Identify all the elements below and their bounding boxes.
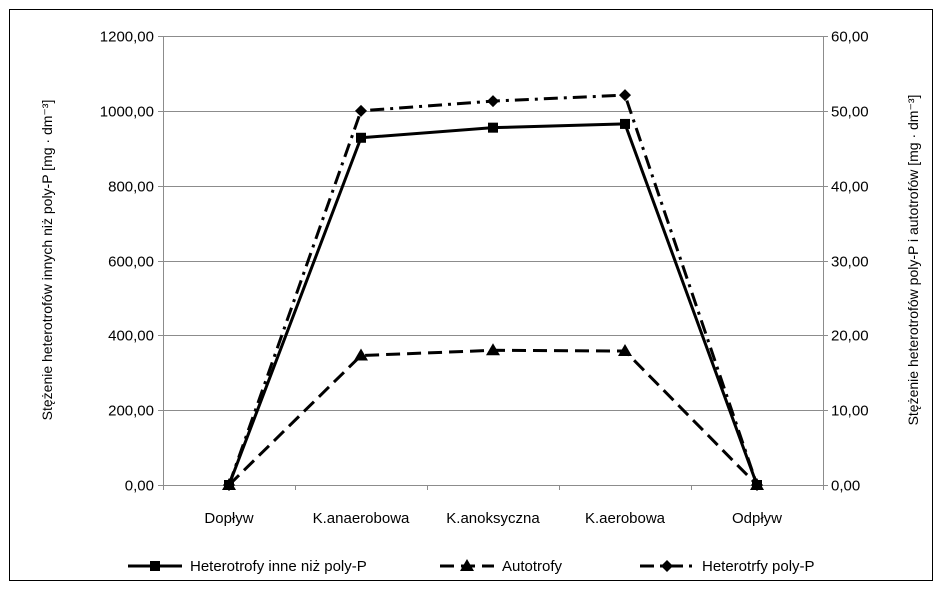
legend-label: Heterotrfy poly-P: [702, 558, 815, 575]
tick-labels: 0,00 200,00 400,00 600,00 800,00 1000,00 1200,…: [100, 29, 869, 528]
right-tick-label: 40,00: [831, 179, 869, 196]
data-point-square: [488, 122, 498, 133]
left-tick-label: 600,00: [108, 254, 154, 271]
gridlines: [163, 36, 823, 411]
right-tick-label: 50,00: [831, 104, 869, 121]
data-point-square: [356, 132, 366, 143]
right-tick-label: 10,00: [831, 403, 869, 420]
data-point-diamond: [619, 89, 631, 102]
right-tick-label: 60,00: [831, 29, 869, 46]
data-point-triangle: [486, 343, 500, 356]
legend-marker-square: [150, 561, 160, 571]
data-point-diamond: [487, 95, 499, 108]
data-point-square: [620, 118, 630, 129]
legend-label: Heterotrofy inne niż poly-P: [190, 558, 367, 575]
series-markers: [222, 89, 764, 491]
legend-label: Autotrofy: [502, 558, 563, 575]
x-tick-label: K.anoksyczna: [446, 510, 540, 527]
data-point-triangle: [618, 344, 632, 357]
left-tick-label: 1000,00: [100, 104, 154, 121]
chart-border: [9, 9, 933, 581]
right-axis-title: Stężenie heterotrofów poly-P i autotrofó…: [905, 95, 921, 426]
data-point-diamond: [355, 104, 367, 117]
legend-marker-triangle: [460, 559, 474, 571]
right-tick-label: 30,00: [831, 254, 869, 271]
axes: [158, 36, 828, 490]
x-tick-label: K.anaerobowa: [313, 510, 410, 527]
data-point-diamond: [223, 479, 235, 491]
right-tick-label: 0,00: [831, 478, 860, 495]
left-tick-label: 200,00: [108, 403, 154, 420]
data-point-diamond: [751, 479, 763, 491]
x-tick-label: Odpływ: [732, 510, 782, 527]
left-tick-label: 1200,00: [100, 29, 154, 46]
legend-marker-diamond: [661, 560, 673, 572]
left-tick-label: 0,00: [125, 478, 154, 495]
left-axis-title: Stężenie heterotrofów innych niż poly-P …: [39, 100, 55, 421]
legend: Heterotrofy inne niż poly-P Autotrofy Hete…: [128, 558, 815, 575]
right-tick-label: 20,00: [831, 328, 869, 345]
left-tick-label: 400,00: [108, 328, 154, 345]
left-tick-label: 800,00: [108, 179, 154, 196]
x-tick-label: Dopływ: [204, 510, 253, 527]
x-tick-label: K.aerobowa: [585, 510, 666, 527]
data-point-triangle: [354, 348, 368, 361]
